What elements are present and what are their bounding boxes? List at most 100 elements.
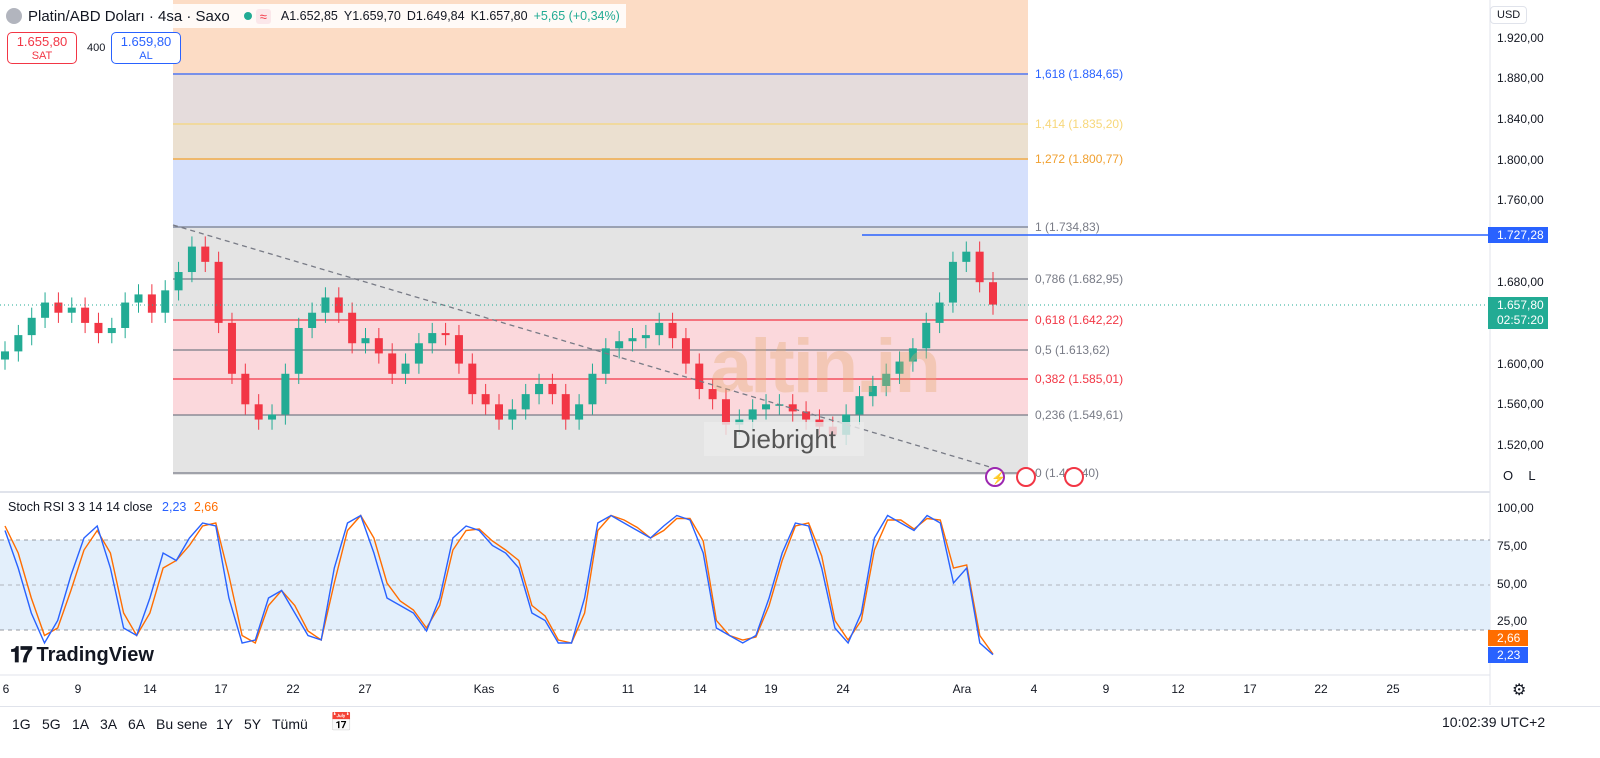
stoch-legend[interactable]: Stoch RSI 3 3 14 14 close 2,23 2,66 <box>8 500 218 514</box>
candle-body <box>762 404 771 410</box>
buy-price: 1.659,80 <box>120 34 172 49</box>
candle-body <box>308 312 317 328</box>
fib-label: 1,272 (1.800,77) <box>1035 152 1123 166</box>
buy-button[interactable]: 1.659,80 AL <box>111 32 181 64</box>
tf-3a[interactable]: 3A <box>100 716 118 732</box>
x-axis-label: 14 <box>693 682 707 696</box>
x-axis-label: Ara <box>953 682 972 696</box>
candle-body <box>81 307 90 323</box>
compare-toggle[interactable]: ≈ <box>255 8 271 24</box>
candle-body <box>802 411 811 420</box>
log-scale-button-o[interactable]: O <box>1502 468 1514 483</box>
x-axis-label: 25 <box>1386 682 1400 696</box>
candle-body <box>495 404 503 420</box>
price-axis-label: 1.680,00 <box>1497 275 1544 289</box>
candle-body <box>962 251 971 262</box>
clock[interactable]: 10:02:39 UTC+2 <box>1442 714 1546 730</box>
close-value: K1.657,80 <box>470 9 528 23</box>
x-axis-label: 27 <box>358 682 372 696</box>
symbol-title[interactable]: Platin/ABD Doları · 4sa · Saxo <box>28 7 230 25</box>
stoch-axis-label: 100,00 <box>1497 501 1534 515</box>
spread-value: 400 <box>87 42 106 54</box>
price-axis-label: 1.520,00 <box>1497 438 1544 452</box>
tf-bu-sene[interactable]: Bu sene <box>156 716 208 732</box>
candle-body <box>334 297 343 313</box>
x-axis-label: 4 <box>1031 682 1038 696</box>
log-scale-button-l[interactable]: L <box>1528 468 1536 483</box>
stoch-k-value: 2,23 <box>162 500 187 514</box>
stoch-d-line <box>4 514 994 655</box>
tf-5g[interactable]: 5G <box>42 716 61 732</box>
tf-tumu[interactable]: Tümü <box>272 716 308 732</box>
stoch-axis-label: 50,00 <box>1497 577 1527 591</box>
candle-body <box>94 322 103 334</box>
currency-button[interactable]: USD <box>1490 6 1528 24</box>
stoch-d-badge <box>1488 630 1528 646</box>
x-axis-label: 11 <box>622 682 635 696</box>
candle-body <box>628 338 637 342</box>
svg-text:1.727,28: 1.727,28 <box>1497 228 1544 242</box>
watermark-sub: Diebright <box>704 422 864 456</box>
stoch-axis-label: 25,00 <box>1497 614 1527 628</box>
candle-body <box>374 338 383 354</box>
candle-body <box>54 302 63 313</box>
calendar-icon[interactable]: 📅 <box>330 712 353 732</box>
x-axis-label: 6 <box>553 682 560 696</box>
symbol-header[interactable]: Platin/ABD Doları · 4sa · Saxo ≈ A1.652,… <box>6 4 626 28</box>
tf-5y[interactable]: 5Y <box>244 716 262 732</box>
tf-1g[interactable]: 1G <box>12 716 31 732</box>
x-axis-label: 12 <box>1171 682 1185 696</box>
price-axis-label: 1.840,00 <box>1497 112 1544 126</box>
candle-body <box>908 348 917 362</box>
x-axis-label: 24 <box>836 682 850 696</box>
candle-body <box>254 404 263 420</box>
fib-zone-1 <box>173 228 1028 320</box>
candle-body <box>428 333 437 344</box>
candle-body <box>975 251 984 283</box>
buy-label: AL <box>139 50 153 62</box>
candle-body <box>588 373 597 405</box>
price-axis-label: 1.600,00 <box>1497 357 1544 371</box>
x-axis-label: 9 <box>75 682 82 696</box>
fib-label: 0,236 (1.549,61) <box>1035 408 1123 422</box>
candle-body <box>214 261 223 323</box>
fib-zone-1618 <box>173 75 1028 125</box>
low-value: D1.649,84 <box>406 9 465 23</box>
candle-body <box>1 351 9 360</box>
candle-body <box>121 302 130 328</box>
candle-body <box>481 394 490 405</box>
x-axis-label: 19 <box>764 682 778 696</box>
fib-label: 0,5 (1.613,62) <box>1035 343 1110 357</box>
tf-6a[interactable]: 6A <box>128 716 146 732</box>
fib-label: 1,618 (1.884,65) <box>1035 67 1123 81</box>
candle-body <box>948 261 957 303</box>
tf-1y[interactable]: 1Y <box>216 716 234 732</box>
stoch-d-value: 2,66 <box>193 500 219 514</box>
candle-body <box>895 361 904 374</box>
candle-body <box>361 338 370 344</box>
candle-body <box>641 335 650 339</box>
stoch-name: Stoch RSI 3 3 14 14 close <box>8 500 153 514</box>
sell-button[interactable]: 1.655,80 SAT <box>7 32 77 64</box>
us-flag-icon-2 <box>1064 467 1084 487</box>
watermark-logo: altin.in <box>710 324 941 409</box>
candle-body <box>414 343 423 364</box>
axis-settings-icon[interactable]: ⚙ <box>1512 682 1527 699</box>
candle-body <box>788 404 797 412</box>
candle-body <box>535 383 544 395</box>
candle-body <box>107 327 116 334</box>
candle-body <box>695 363 704 390</box>
price-axis-label: 1.560,00 <box>1497 397 1544 411</box>
x-axis-label: 17 <box>214 682 228 696</box>
svg-text:1.657,80: 1.657,80 <box>1497 298 1544 312</box>
price-axis-label: 1.880,00 <box>1497 71 1544 85</box>
candle-body <box>721 399 730 425</box>
candle-body <box>935 302 944 323</box>
market-status-icon <box>243 12 252 20</box>
tf-1a[interactable]: 1A <box>72 716 90 732</box>
tradingview-logo[interactable]: 𝟏𝟕 TradingView <box>10 642 154 668</box>
candle-body <box>468 363 477 395</box>
candle-body <box>508 409 517 420</box>
candle-body <box>708 389 717 400</box>
